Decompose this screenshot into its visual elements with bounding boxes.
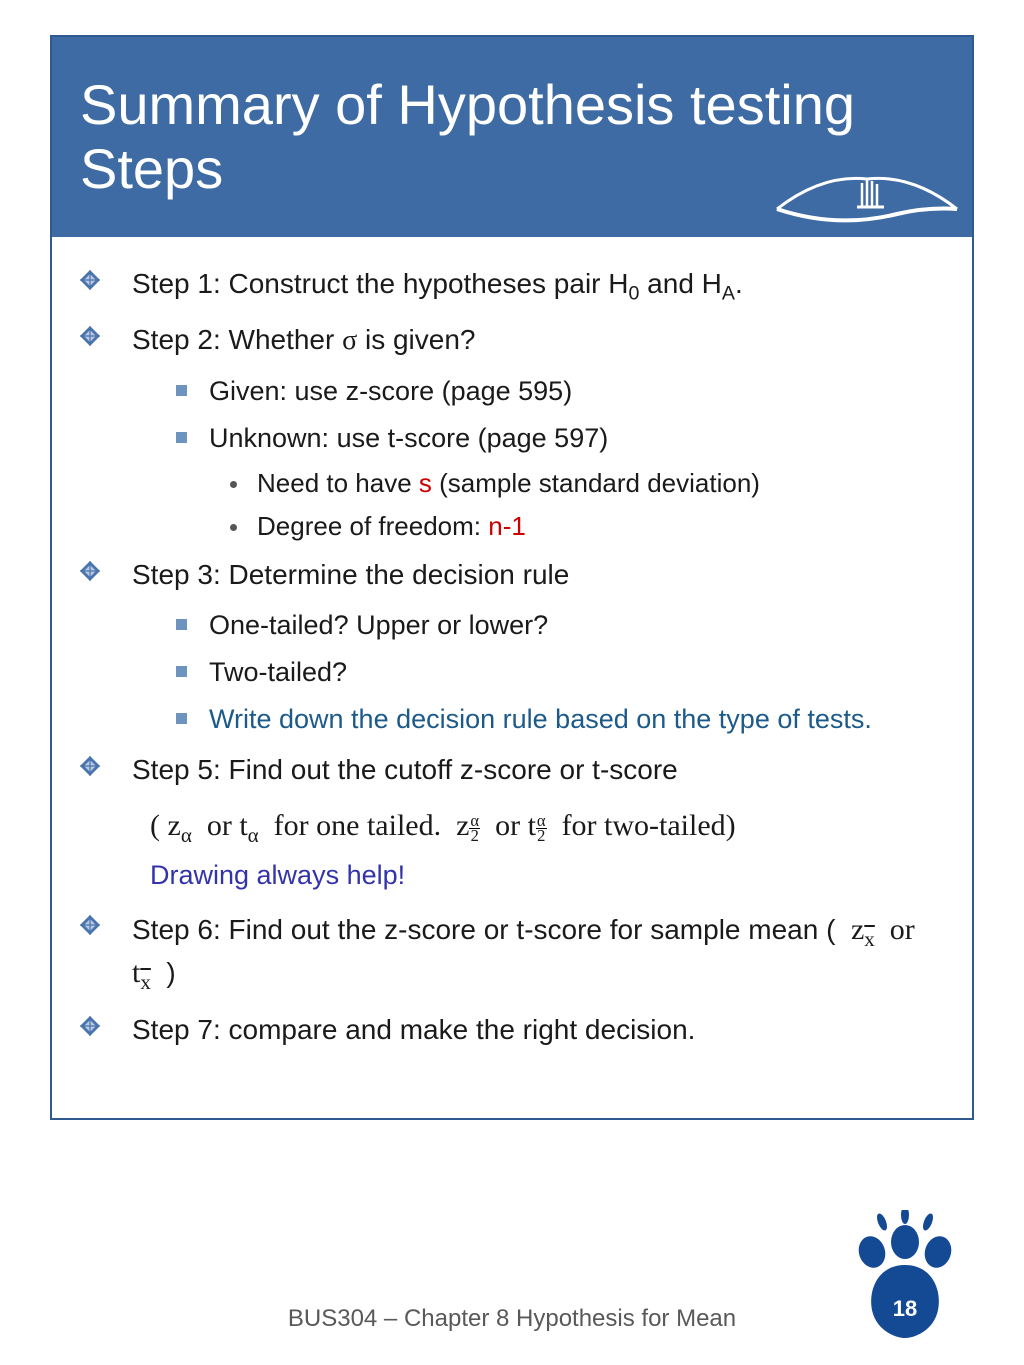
step3-sub3-text: Write down the decision rule based on th…: [209, 702, 872, 737]
sub-zero: 0: [629, 283, 640, 305]
step-5-text: Step 5: Find out the cutoff z-score or t…: [132, 751, 678, 789]
step-2-subsublist: Need to have s (sample standard deviatio…: [230, 468, 944, 542]
step3-sub1: One-tailed? Upper or lower?: [176, 608, 944, 643]
step2-subsub2: Degree of freedom: n-1: [230, 511, 944, 542]
ss2-pre: Degree of freedom:: [257, 511, 488, 541]
drawing-help: Drawing always help!: [150, 855, 944, 896]
step2-subsub1-text: Need to have s (sample standard deviatio…: [257, 468, 760, 499]
formula-line: ( zα or tα for one tailed. zα2 or tα2 fo…: [150, 803, 944, 852]
ss2-red: n-1: [488, 511, 526, 541]
ss1-red: s: [419, 468, 432, 498]
square-bullet-icon: [176, 713, 187, 724]
square-bullet-icon: [176, 432, 187, 443]
step-1: Step 1: Construct the hypotheses pair H0…: [80, 265, 944, 307]
step-3-sublist: One-tailed? Upper or lower? Two-tailed? …: [176, 608, 944, 737]
step-1-text: Step 1: Construct the hypotheses pair H0…: [132, 265, 743, 307]
step-7-text: Step 7: compare and make the right decis…: [132, 1011, 695, 1049]
header-logo-icon: [772, 159, 962, 229]
slide-content: Step 1: Construct the hypotheses pair H0…: [52, 237, 972, 1082]
step2-subsub1: Need to have s (sample standard deviatio…: [230, 468, 944, 499]
step-5: Step 5: Find out the cutoff z-score or t…: [80, 751, 944, 789]
step2-sub1-text: Given: use z-score (page 595): [209, 374, 572, 409]
step-2-sublist: Given: use z-score (page 595) Unknown: u…: [176, 374, 944, 456]
square-bullet-icon: [176, 666, 187, 677]
formula-block: ( zα or tα for one tailed. zα2 or tα2 fo…: [150, 803, 944, 896]
step1-pre: Step 1: Construct the hypotheses pair H: [132, 268, 629, 299]
step-2-text: Step 2: Whether σ is given?: [132, 321, 476, 360]
ss1-post: (sample standard deviation): [432, 468, 760, 498]
diamond-bullet-icon: [80, 270, 100, 290]
step-6-text: Step 6: Find out the z-score or t-score …: [132, 910, 944, 997]
sub-a: A: [722, 283, 735, 305]
step-7: Step 7: compare and make the right decis…: [80, 1011, 944, 1049]
diamond-bullet-icon: [80, 756, 100, 776]
step2-sub1: Given: use z-score (page 595): [176, 374, 944, 409]
step2-sub2-text: Unknown: use t-score (page 597): [209, 421, 608, 456]
step3-sub2-text: Two-tailed?: [209, 655, 347, 690]
page-number: 18: [885, 1296, 925, 1322]
diamond-bullet-icon: [80, 326, 100, 346]
step3-sub1-text: One-tailed? Upper or lower?: [209, 608, 548, 643]
slide-container: Summary of Hypothesis testing Steps Step…: [50, 35, 974, 1120]
step3-sub2: Two-tailed?: [176, 655, 944, 690]
diamond-bullet-icon: [80, 1016, 100, 1036]
ss1-pre: Need to have: [257, 468, 419, 498]
step2-sub2: Unknown: use t-score (page 597): [176, 421, 944, 456]
slide-header: Summary of Hypothesis testing Steps: [52, 37, 972, 237]
step2-subsub2-text: Degree of freedom: n-1: [257, 511, 526, 542]
step-6: Step 6: Find out the z-score or t-score …: [80, 910, 944, 997]
square-bullet-icon: [176, 385, 187, 396]
square-bullet-icon: [176, 619, 187, 630]
step-3-text: Step 3: Determine the decision rule: [132, 556, 569, 594]
diamond-bullet-icon: [80, 915, 100, 935]
step-2: Step 2: Whether σ is given?: [80, 321, 944, 360]
step-3: Step 3: Determine the decision rule: [80, 556, 944, 594]
step1-mid: and H: [639, 268, 722, 299]
dot-bullet-icon: [230, 524, 237, 531]
dot-bullet-icon: [230, 481, 237, 488]
diamond-bullet-icon: [80, 561, 100, 581]
step3-sub3: Write down the decision rule based on th…: [176, 702, 944, 737]
